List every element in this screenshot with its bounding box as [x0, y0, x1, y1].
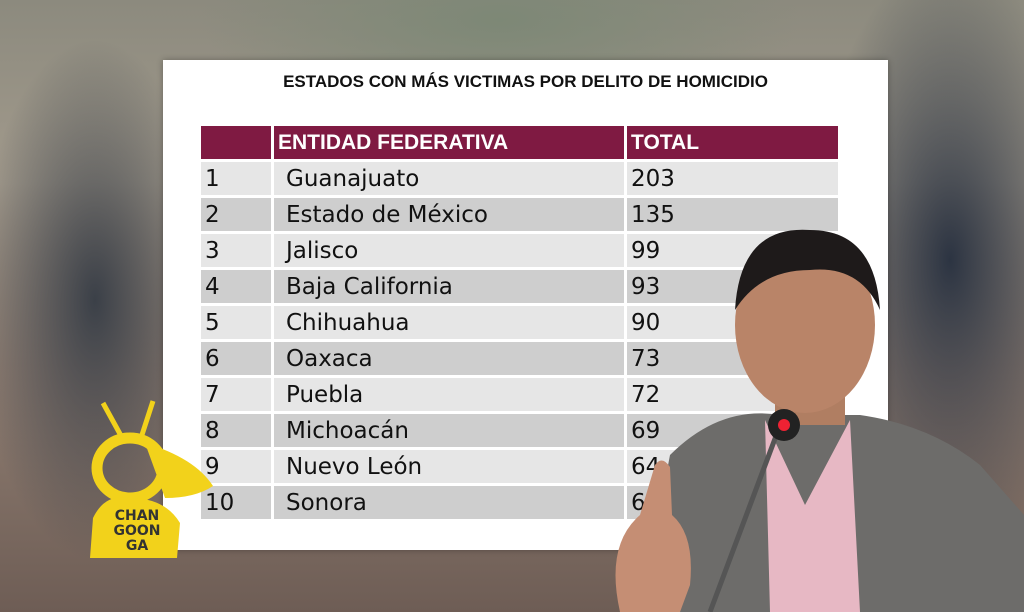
svg-text:GA: GA [126, 538, 148, 554]
state-name: Baja California [286, 273, 453, 300]
head [735, 237, 875, 413]
rank-cell: 1 [201, 162, 271, 195]
rank-cell: 6 [201, 342, 271, 375]
state-name: Michoacán [286, 417, 409, 444]
state-name: Estado de México [286, 201, 488, 228]
state-name: Sonora [286, 489, 367, 516]
state-name: Oaxaca [286, 345, 373, 372]
state-cell: Estado de México [274, 198, 624, 231]
svg-text:GOON: GOON [113, 523, 160, 539]
rank-cell: 9 [201, 450, 271, 483]
changoonga-logo: CHAN GOON GA [90, 400, 213, 558]
rank-cell: 5 [201, 306, 271, 339]
rank-cell: 7 [201, 378, 271, 411]
rank-cell: 4 [201, 270, 271, 303]
state-cell: Oaxaca [274, 342, 624, 375]
hair [735, 229, 880, 310]
state-cell: Baja California [274, 270, 624, 303]
rank-cell: 2 [201, 198, 271, 231]
rank-cell: 10 [201, 486, 271, 519]
table-title: ESTADOS CON MÁS VICTIMAS POR DELITO DE H… [283, 72, 768, 91]
state-cell: Puebla [274, 378, 624, 411]
table-row: 3 Jalisco 99 [201, 234, 838, 267]
state-name: Chihuahua [286, 309, 410, 336]
state-name: Puebla [286, 381, 364, 408]
table-header-row: ENTIDAD FEDERATIVA TOTAL [201, 126, 838, 159]
microphone [707, 419, 785, 612]
shirt [765, 420, 860, 612]
header-total: TOTAL [627, 126, 838, 159]
state-name: Jalisco [286, 237, 359, 264]
rank-cell: 3 [201, 234, 271, 267]
state-name: Nuevo León [286, 453, 423, 480]
rank-cell: 8 [201, 414, 271, 447]
table-row: 5 Chihuahua 90 [201, 306, 838, 339]
state-cell: Michoacán [274, 414, 624, 447]
header-rank [201, 126, 271, 159]
svg-text:CHAN: CHAN [115, 508, 160, 524]
table-row: 1 Guanajuato 203 [201, 162, 838, 195]
state-cell: Guanajuato [274, 162, 624, 195]
state-cell: Sonora [274, 486, 624, 519]
total-cell: 203 [627, 162, 838, 195]
total-cell: 135 [627, 198, 838, 231]
table-row: 2 Estado de México 135 [201, 198, 838, 231]
state-cell: Chihuahua [274, 306, 624, 339]
hand [615, 460, 691, 612]
table-row: 6 Oaxaca 73 [201, 342, 838, 375]
header-state: ENTIDAD FEDERATIVA [274, 126, 624, 159]
state-cell: Jalisco [274, 234, 624, 267]
speaker-photo [615, 229, 1024, 612]
state-cell: Nuevo León [274, 450, 624, 483]
state-name: Guanajuato [286, 165, 420, 192]
